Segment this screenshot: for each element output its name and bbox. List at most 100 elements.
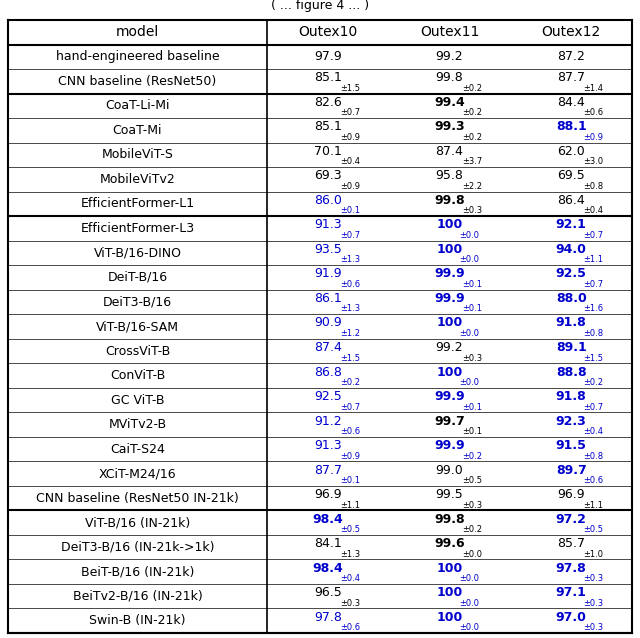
Text: XCiT-M24/16: XCiT-M24/16: [99, 467, 176, 480]
Text: 89.1: 89.1: [556, 341, 586, 354]
Text: DeiT3-B/16 (IN-21k->1k): DeiT3-B/16 (IN-21k->1k): [61, 540, 214, 554]
Text: ±0.8: ±0.8: [584, 329, 604, 338]
Text: ±0.1: ±0.1: [462, 427, 482, 436]
Text: ±1.1: ±1.1: [584, 255, 604, 264]
Text: ±1.3: ±1.3: [340, 255, 360, 264]
Text: Outex10: Outex10: [298, 26, 357, 40]
Text: ±1.1: ±1.1: [584, 501, 604, 510]
Text: ±0.3: ±0.3: [462, 207, 482, 216]
Text: ±0.7: ±0.7: [584, 280, 604, 289]
Text: ±0.4: ±0.4: [584, 427, 604, 436]
Text: ±0.6: ±0.6: [584, 476, 604, 485]
Text: 85.1: 85.1: [314, 71, 342, 84]
Text: ±0.0: ±0.0: [462, 550, 482, 559]
Text: ±0.5: ±0.5: [584, 525, 604, 534]
Text: 96.9: 96.9: [314, 488, 342, 501]
Text: 90.9: 90.9: [314, 316, 342, 329]
Text: 69.3: 69.3: [314, 169, 342, 182]
Text: ±0.4: ±0.4: [340, 574, 360, 583]
Text: 91.3: 91.3: [314, 439, 342, 452]
Text: 99.9: 99.9: [434, 267, 465, 281]
Text: 70.1: 70.1: [314, 145, 342, 158]
Text: 85.7: 85.7: [557, 537, 585, 550]
Text: 100: 100: [436, 611, 463, 624]
Text: 92.3: 92.3: [556, 415, 586, 427]
Text: 91.2: 91.2: [314, 415, 342, 427]
Text: ConViT-B: ConViT-B: [110, 369, 165, 382]
Text: ±0.5: ±0.5: [340, 525, 360, 534]
Text: 100: 100: [436, 218, 463, 232]
Text: 100: 100: [436, 316, 463, 329]
Text: ±1.2: ±1.2: [340, 329, 360, 338]
Text: 99.8: 99.8: [434, 194, 465, 207]
Text: 62.0: 62.0: [557, 145, 585, 158]
Text: ±0.5: ±0.5: [462, 476, 482, 485]
Text: 89.7: 89.7: [556, 464, 586, 477]
Text: 93.5: 93.5: [314, 243, 342, 256]
Text: ViT-B/16 (IN-21k): ViT-B/16 (IN-21k): [85, 516, 190, 529]
Text: 86.1: 86.1: [314, 292, 342, 305]
Text: ±0.4: ±0.4: [340, 158, 360, 167]
Text: ±0.1: ±0.1: [462, 403, 482, 412]
Text: ±3.0: ±3.0: [584, 158, 604, 167]
Text: DeiT3-B/16: DeiT3-B/16: [103, 295, 172, 309]
Text: 85.1: 85.1: [314, 121, 342, 133]
Text: ( ... figure 4 ... ): ( ... figure 4 ... ): [271, 0, 369, 11]
Text: CNN baseline (ResNet50): CNN baseline (ResNet50): [58, 75, 216, 88]
Text: ±1.1: ±1.1: [340, 501, 360, 510]
Text: ±1.5: ±1.5: [584, 353, 604, 362]
Text: ±0.0: ±0.0: [459, 574, 479, 583]
Text: EfficientFormer-L3: EfficientFormer-L3: [81, 222, 195, 235]
Text: ±1.0: ±1.0: [584, 550, 604, 559]
Text: 96.5: 96.5: [314, 586, 342, 599]
Text: ±0.8: ±0.8: [584, 182, 604, 191]
Text: 99.8: 99.8: [436, 71, 463, 84]
Text: ±0.6: ±0.6: [340, 280, 360, 289]
Text: CoaT-Mi: CoaT-Mi: [113, 124, 162, 137]
Text: ±0.2: ±0.2: [462, 108, 482, 117]
Text: 92.1: 92.1: [556, 218, 587, 232]
Text: ±0.2: ±0.2: [584, 378, 604, 387]
Text: ±0.7: ±0.7: [340, 231, 360, 240]
Text: ±0.3: ±0.3: [584, 574, 604, 583]
Text: ±0.9: ±0.9: [340, 133, 360, 142]
Text: ±0.9: ±0.9: [584, 133, 604, 142]
Text: ±3.7: ±3.7: [462, 158, 482, 167]
Text: ±0.2: ±0.2: [462, 84, 482, 93]
Text: 86.4: 86.4: [557, 194, 585, 207]
Text: 91.8: 91.8: [556, 390, 586, 403]
Text: ±0.7: ±0.7: [584, 403, 604, 412]
Text: ±1.4: ±1.4: [584, 84, 604, 93]
Text: 92.5: 92.5: [556, 267, 587, 281]
Text: ±0.6: ±0.6: [340, 427, 360, 436]
Text: 99.6: 99.6: [434, 537, 465, 550]
Text: ±0.2: ±0.2: [462, 525, 482, 534]
Text: 99.8: 99.8: [434, 513, 465, 526]
Text: 99.2: 99.2: [436, 341, 463, 354]
Text: 88.1: 88.1: [556, 121, 586, 133]
Text: 100: 100: [436, 561, 463, 575]
Text: ±0.7: ±0.7: [340, 403, 360, 412]
Text: MobileViT-S: MobileViT-S: [102, 149, 173, 161]
Text: 88.0: 88.0: [556, 292, 586, 305]
Text: ±0.7: ±0.7: [340, 108, 360, 117]
Text: ±0.3: ±0.3: [462, 501, 482, 510]
Text: 82.6: 82.6: [314, 96, 342, 109]
Text: 87.2: 87.2: [557, 50, 585, 63]
Text: CNN baseline (ResNet50 IN-21k): CNN baseline (ResNet50 IN-21k): [36, 492, 239, 505]
Text: 97.8: 97.8: [314, 611, 342, 624]
Text: 100: 100: [436, 586, 463, 599]
Text: ±0.2: ±0.2: [340, 378, 360, 387]
Text: 99.9: 99.9: [434, 292, 465, 305]
Text: 99.7: 99.7: [434, 415, 465, 427]
Text: Outex12: Outex12: [541, 26, 601, 40]
Text: 99.5: 99.5: [436, 488, 463, 501]
Text: CaiT-S24: CaiT-S24: [110, 443, 165, 456]
Text: 95.8: 95.8: [436, 169, 463, 182]
Text: ±0.6: ±0.6: [340, 623, 360, 632]
Text: model: model: [116, 26, 159, 40]
Text: 86.0: 86.0: [314, 194, 342, 207]
Text: ±0.1: ±0.1: [340, 476, 360, 485]
Text: 99.3: 99.3: [434, 121, 465, 133]
Text: ±0.0: ±0.0: [459, 378, 479, 387]
